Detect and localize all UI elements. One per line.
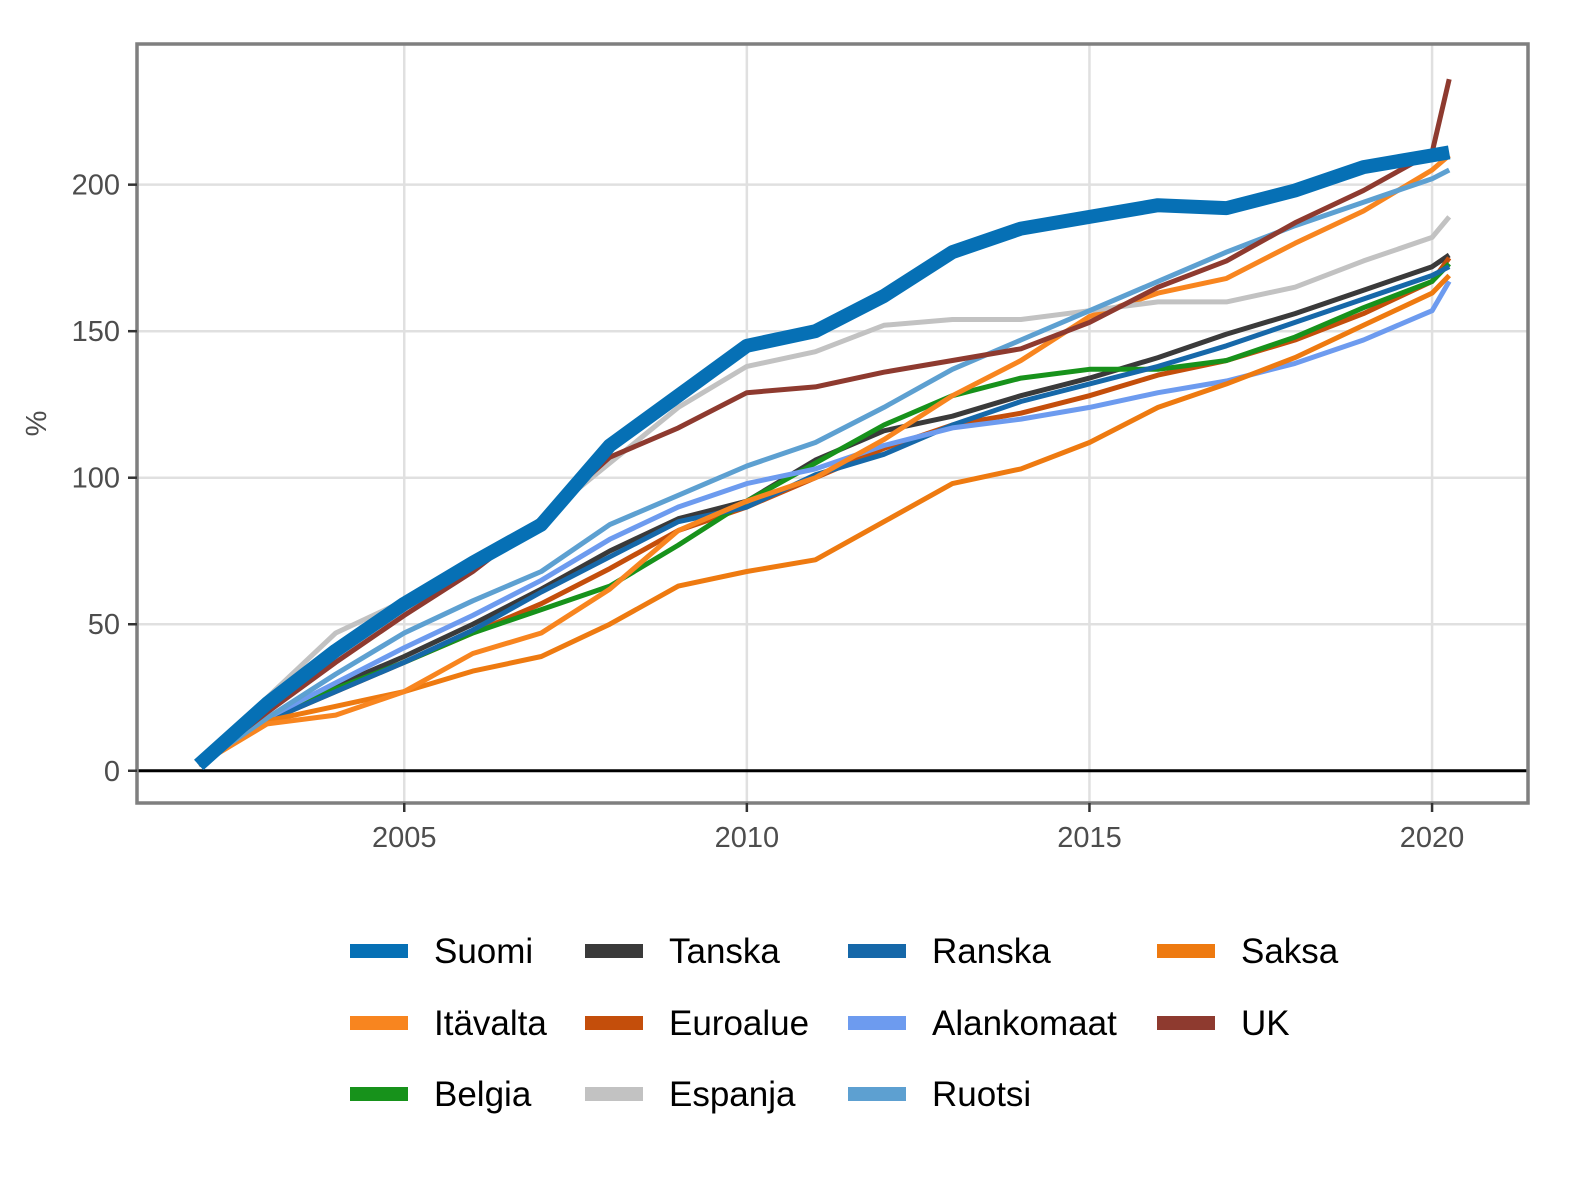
y-tick-label: 50 xyxy=(88,609,120,641)
series-line-uk xyxy=(197,78,1452,767)
legend-label-suomi: Suomi xyxy=(434,932,533,971)
legend-label-espanja: Espanja xyxy=(669,1075,796,1114)
y-tick-label: 0 xyxy=(104,756,120,788)
y-tick-label: 200 xyxy=(72,170,120,202)
x-tick-label: 2020 xyxy=(1400,822,1465,854)
legend-label-uk: UK xyxy=(1241,1004,1290,1043)
legend-label-belgia: Belgia xyxy=(434,1075,532,1114)
legend: Suomi Tanska Ranska Saksa Itävalta Euroalue Al… xyxy=(350,932,1339,1114)
y-tick-label: 100 xyxy=(72,463,120,495)
y-axis-ticks: 0 50 100 150 200 xyxy=(72,170,137,788)
legend-label-tanska: Tanska xyxy=(669,932,780,971)
series-lines xyxy=(194,78,1452,771)
y-axis-label: % xyxy=(21,411,53,437)
x-tick-label: 2005 xyxy=(372,822,437,854)
x-axis-ticks: 2005 2010 2015 2020 xyxy=(372,803,1464,854)
legend-label-alankomaat: Alankomaat xyxy=(932,1004,1117,1043)
series-line-suomi xyxy=(194,145,1451,771)
legend-label-ranska: Ranska xyxy=(932,932,1051,971)
legend-label-itävalta: Itävalta xyxy=(434,1004,547,1043)
legend-label-ruotsi: Ruotsi xyxy=(932,1075,1031,1114)
series-line-ranska xyxy=(197,264,1451,768)
legend-label-euroalue: Euroalue xyxy=(669,1004,809,1043)
series-line-itävalta xyxy=(197,153,1451,768)
x-tick-label: 2015 xyxy=(1057,822,1122,854)
y-tick-label: 150 xyxy=(72,316,120,348)
x-tick-label: 2010 xyxy=(715,822,780,854)
series-line-saksa xyxy=(197,273,1451,768)
legend-label-saksa: Saksa xyxy=(1241,932,1339,971)
plot-panel-border xyxy=(135,42,1530,805)
